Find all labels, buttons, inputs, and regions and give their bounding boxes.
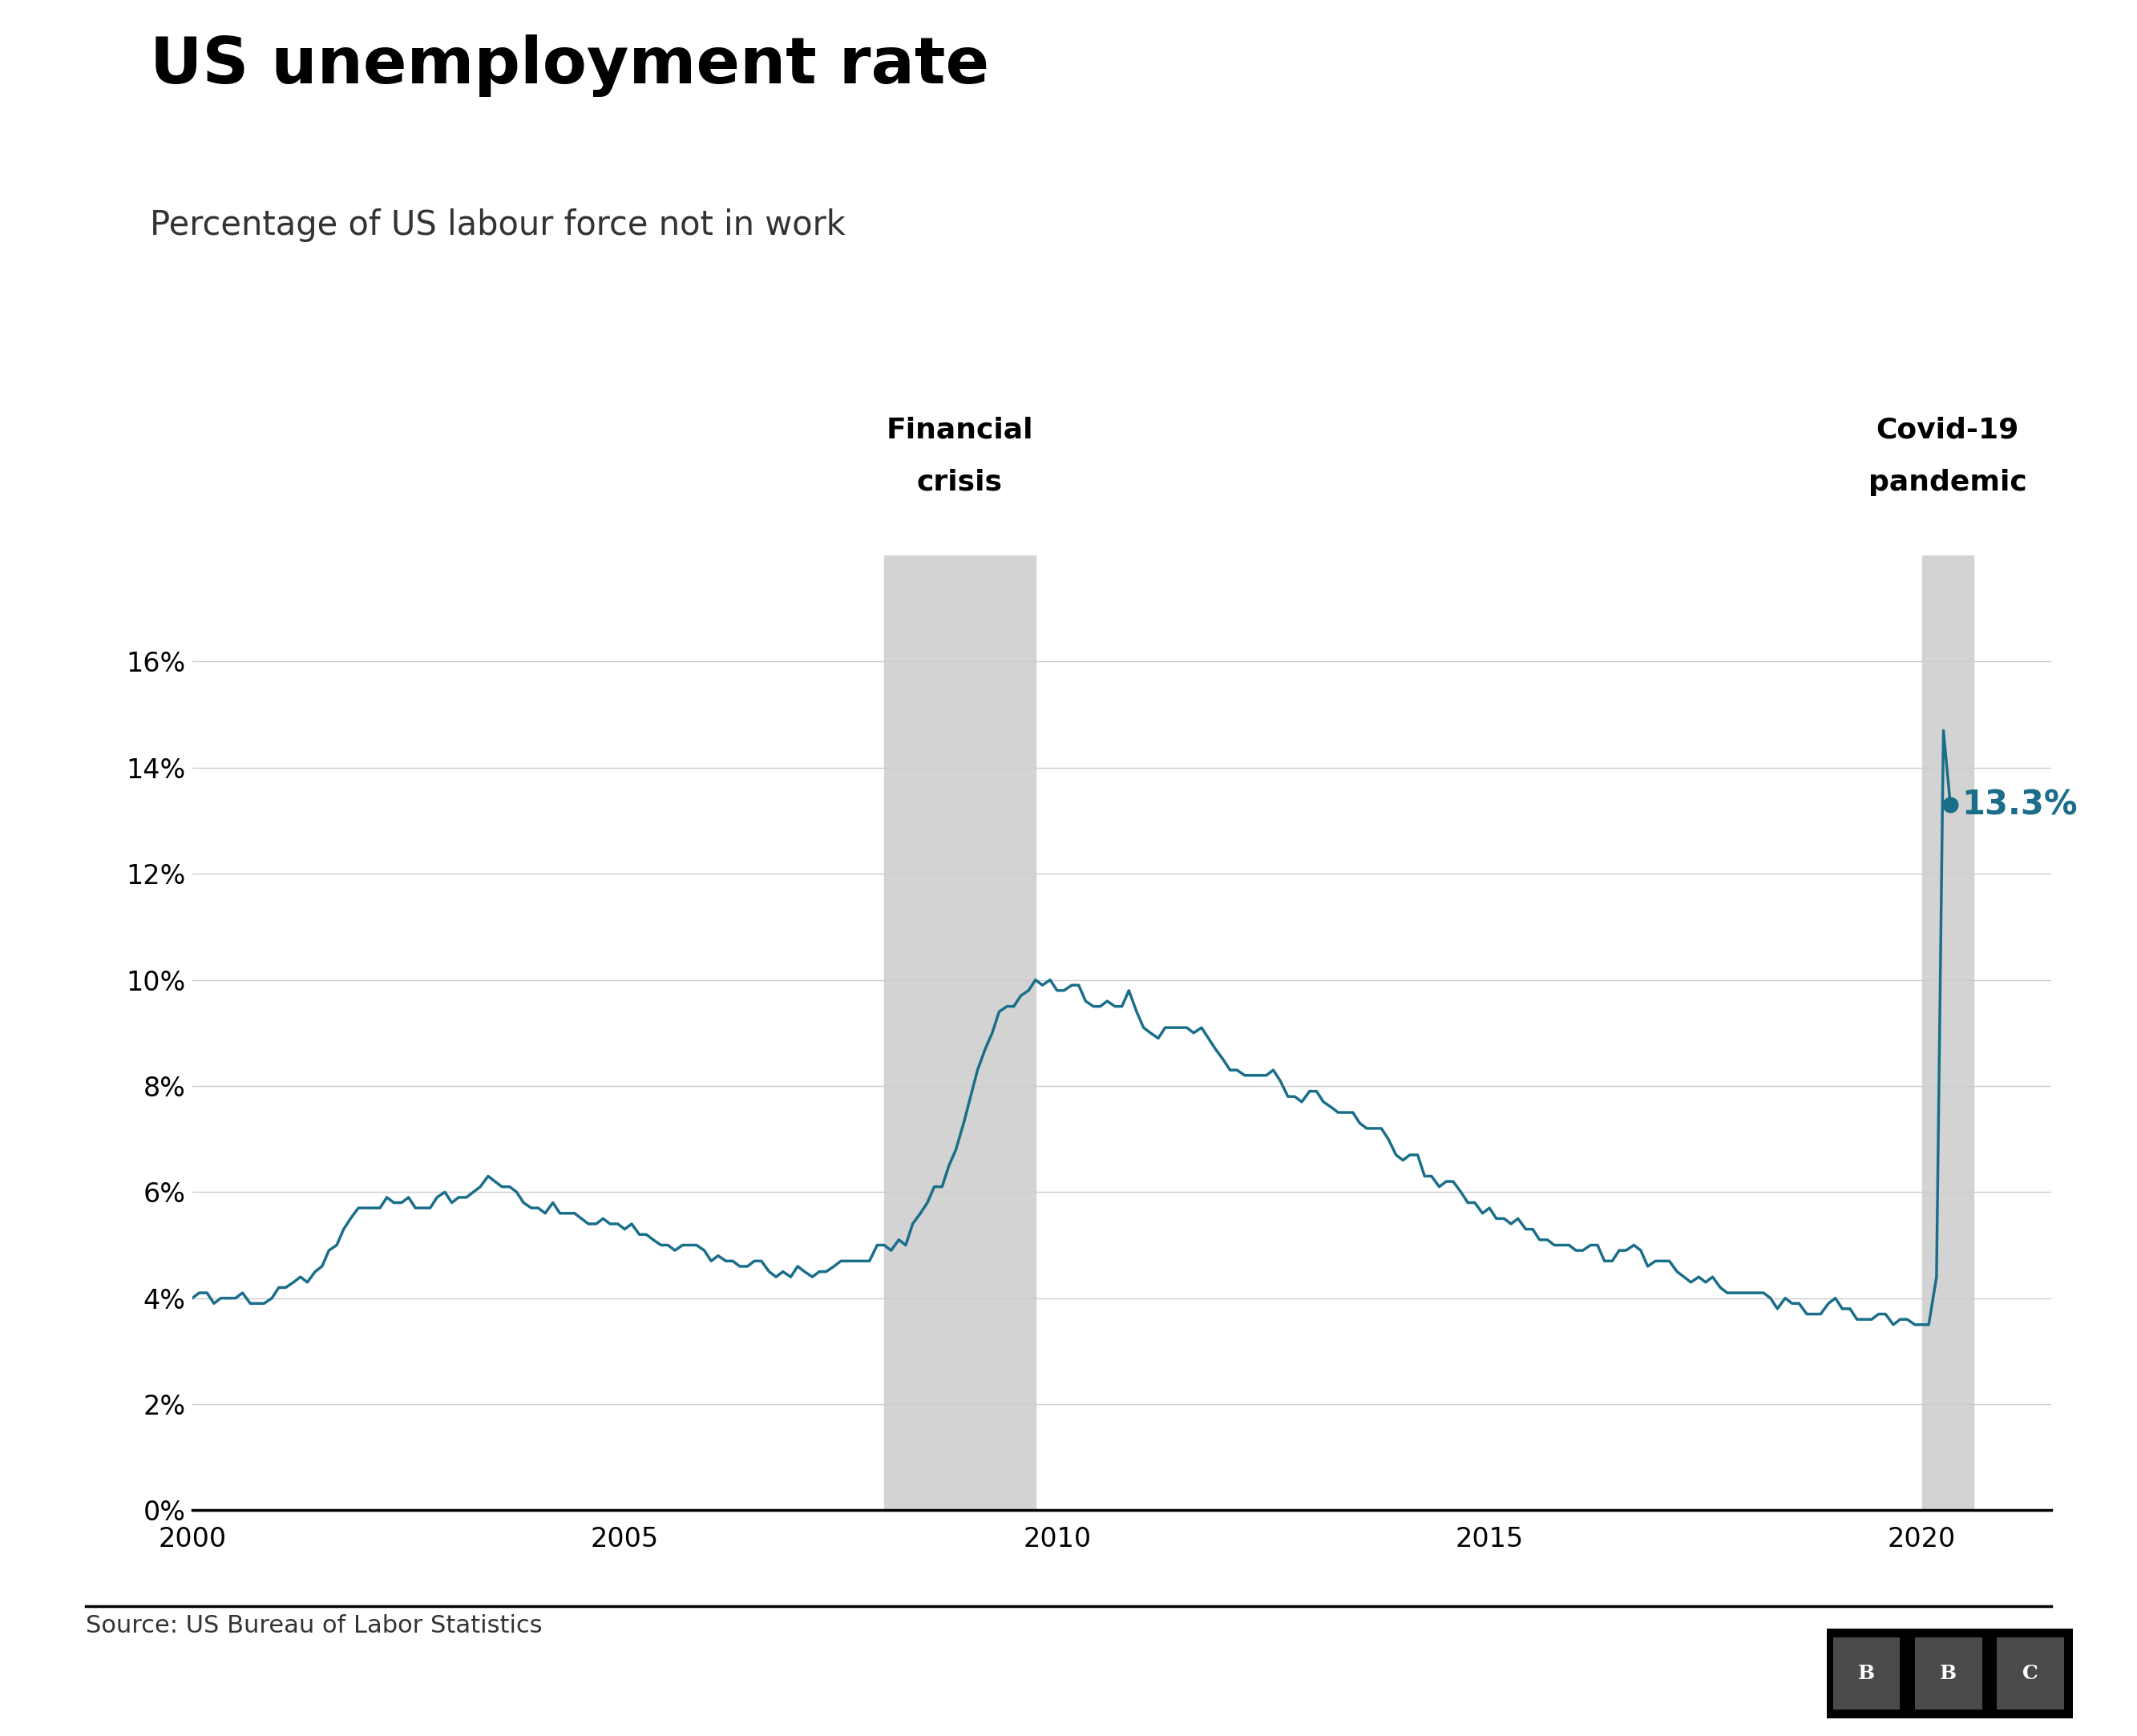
Text: Source: US Bureau of Labor Statistics: Source: US Bureau of Labor Statistics [85, 1614, 543, 1637]
Text: Percentage of US labour force not in work: Percentage of US labour force not in wor… [150, 208, 846, 241]
Text: 13.3%: 13.3% [1962, 788, 2077, 821]
Bar [1996, 1637, 2064, 1710]
Text: US unemployment rate: US unemployment rate [150, 35, 989, 97]
Text: B: B [1857, 1663, 1874, 1684]
Bar [885, 556, 1036, 1510]
Bar [1915, 1637, 1981, 1710]
Text: C: C [2022, 1663, 2039, 1684]
Text: Covid-19: Covid-19 [1876, 417, 2019, 444]
Bar [1834, 1637, 1900, 1710]
Text: Financial: Financial [887, 417, 1034, 444]
Text: crisis: crisis [917, 469, 1002, 496]
Bar [1921, 556, 1975, 1510]
Text: B: B [1940, 1663, 1957, 1684]
Text: pandemic: pandemic [1868, 469, 2028, 496]
Point [1934, 792, 1968, 819]
